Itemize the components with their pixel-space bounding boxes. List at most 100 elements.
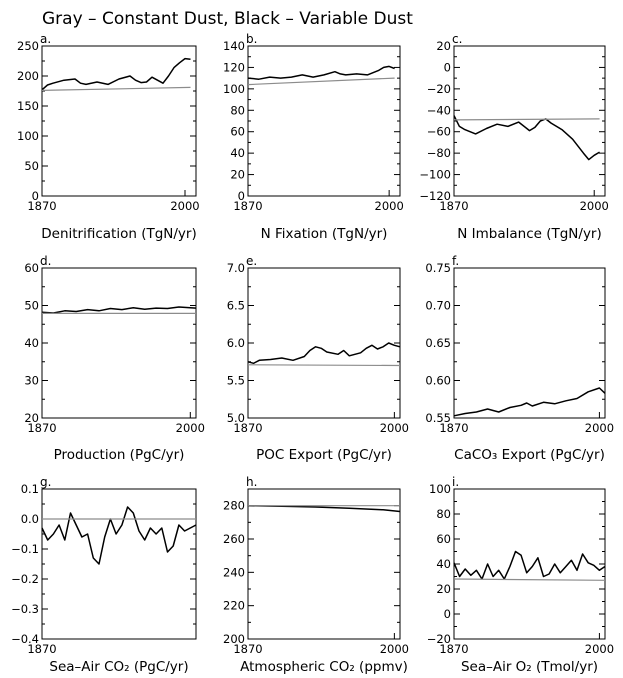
panel-label: e. xyxy=(246,254,257,268)
x-tick-label: 1870 xyxy=(233,421,262,435)
y-tick-label: 100 xyxy=(223,82,245,96)
x-tick-label: 2000 xyxy=(380,642,409,656)
variable-dust-line xyxy=(247,342,401,365)
figure-title: Gray – Constant Dust, Black – Variable D… xyxy=(42,9,413,29)
y-tick-label: 120 xyxy=(223,60,245,74)
variable-dust-line xyxy=(41,57,191,91)
y-tick-label: −0.3 xyxy=(11,602,39,616)
constant-dust-line xyxy=(453,578,606,581)
x-tick-label: 2000 xyxy=(585,642,614,656)
panel-quantity-label: Denitrification (TgN/yr) xyxy=(41,226,197,242)
y-tick-label: 150 xyxy=(17,99,39,113)
constant-dust-line xyxy=(453,118,600,121)
variable-dust-line xyxy=(247,65,395,80)
y-tick-label: 5.5 xyxy=(227,374,245,388)
y-tick-label: 20 xyxy=(24,411,39,425)
y-tick-label: −40 xyxy=(427,103,451,117)
panel-quantity-label: CaCO₃ Export (PgC/yr) xyxy=(454,447,605,463)
panel-b: b. 0 20 40 60 80 100 120 140 1870 2000 N Fixation (… xyxy=(223,32,404,242)
y-tick-label: 280 xyxy=(223,499,245,513)
y-tick-label: 0.1 xyxy=(21,482,39,496)
panel-label: h. xyxy=(246,475,257,489)
y-tick-label: 30 xyxy=(24,374,39,388)
panel-label: i. xyxy=(452,475,459,489)
x-tick-label: 2000 xyxy=(580,199,609,213)
panel-quantity-label: Sea–Air CO₂ (PgC/yr) xyxy=(49,659,188,675)
panel-h: h. 200 220 240 260 280 1870 2000 Atmospheric CO₂… xyxy=(223,475,409,675)
panel-e: e. 5.0 5.5 6.0 6.5 7.0 1870 2000 POC Export (PgC… xyxy=(227,254,409,463)
x-tick-label: 2000 xyxy=(170,199,199,213)
y-tick-label: 0.60 xyxy=(425,374,451,388)
panel-label: c. xyxy=(452,32,462,46)
y-tick-label: 100 xyxy=(429,482,451,496)
y-tick-label: 0.75 xyxy=(425,261,451,275)
y-tick-label: −100 xyxy=(419,168,451,182)
constant-dust-line xyxy=(247,77,395,86)
y-tick-label: 250 xyxy=(17,39,39,53)
x-tick-label: 1870 xyxy=(233,199,262,213)
x-tick-label: 1870 xyxy=(27,642,56,656)
constant-dust-line xyxy=(247,364,401,367)
y-tick-label: −80 xyxy=(427,146,451,160)
y-tick-label: 50 xyxy=(24,299,39,313)
y-tick-label: 40 xyxy=(436,557,451,571)
x-tick-label: 1870 xyxy=(233,642,262,656)
panel-label: d. xyxy=(40,254,51,268)
plot-frame xyxy=(41,267,197,419)
y-tick-label: 0.70 xyxy=(425,299,451,313)
y-tick-label: 6.5 xyxy=(227,299,245,313)
x-tick-label: 1870 xyxy=(27,199,56,213)
y-tick-label: 0 xyxy=(238,189,245,203)
y-tick-label: −20 xyxy=(427,632,451,646)
panel-c: c. −120 −100 −80 −60 −40 −20 0 20 1870 2000 N Imbal… xyxy=(419,32,608,242)
y-tick-label: −0.1 xyxy=(11,542,39,556)
panel-g: g. −0.4 −0.3 −0.2 −0.1 0.0 0.1 1870 Sea–Air CO₂ … xyxy=(11,475,197,675)
panel-f: f. 0.55 0.60 0.65 0.70 0.75 1870 2000 CaCO₃ Expo… xyxy=(425,254,614,463)
panel-quantity-label: Sea–Air O₂ (Tmol/yr) xyxy=(461,659,598,675)
panel-quantity-label: POC Export (PgC/yr) xyxy=(256,447,392,463)
variable-dust-line xyxy=(453,115,600,161)
y-tick-label: 200 xyxy=(223,632,245,646)
x-tick-label: 2000 xyxy=(380,421,409,435)
y-tick-label: 20 xyxy=(230,168,245,182)
panel-quantity-label: Atmospheric CO₂ (ppmv) xyxy=(240,659,408,675)
y-tick-label: 220 xyxy=(223,599,245,613)
y-tick-label: 80 xyxy=(436,507,451,521)
y-tick-label: 20 xyxy=(436,39,451,53)
variable-dust-line xyxy=(41,506,197,565)
panel-quantity-label: N Fixation (TgN/yr) xyxy=(261,226,388,242)
variable-dust-line xyxy=(453,387,606,417)
y-tick-label: 50 xyxy=(24,159,39,173)
x-tick-label: 2000 xyxy=(375,199,404,213)
y-tick-label: 0 xyxy=(444,60,451,74)
plot-frame xyxy=(453,45,606,197)
x-tick-label: 2000 xyxy=(176,421,205,435)
x-tick-label: 2000 xyxy=(585,421,614,435)
y-tick-label: −20 xyxy=(427,82,451,96)
x-tick-label: 1870 xyxy=(439,642,468,656)
y-tick-label: 5.0 xyxy=(227,411,245,425)
panel-quantity-label: Production (PgC/yr) xyxy=(54,447,185,463)
y-tick-label: 6.0 xyxy=(227,336,245,350)
panel-label: g. xyxy=(40,475,51,489)
panel-a: a. 0 50 100 150 200 250 1870 2000 Denitrification… xyxy=(17,32,200,242)
y-tick-label: 60 xyxy=(230,125,245,139)
panel-i: i. −20 0 20 40 60 80 100 1870 2000 Sea–Air O₂ (Tmo… xyxy=(427,475,614,675)
y-tick-label: 60 xyxy=(24,261,39,275)
y-tick-label: 80 xyxy=(230,103,245,117)
y-tick-label: 7.0 xyxy=(227,261,245,275)
panel-quantity-label: N Imbalance (TgN/yr) xyxy=(457,226,602,242)
y-tick-label: 40 xyxy=(24,336,39,350)
constant-dust-line xyxy=(41,86,191,91)
variable-dust-line xyxy=(453,550,606,580)
y-tick-label: 0.65 xyxy=(425,336,451,350)
panel-d: d. 20 30 40 50 60 1870 2000 Production (PgC/yr) xyxy=(24,254,205,463)
y-tick-label: 0 xyxy=(32,189,39,203)
plot-frame xyxy=(453,488,606,640)
variable-dust-line xyxy=(41,306,197,314)
y-tick-label: 0 xyxy=(444,607,451,621)
x-tick-label: 1870 xyxy=(27,421,56,435)
y-tick-label: 240 xyxy=(223,565,245,579)
